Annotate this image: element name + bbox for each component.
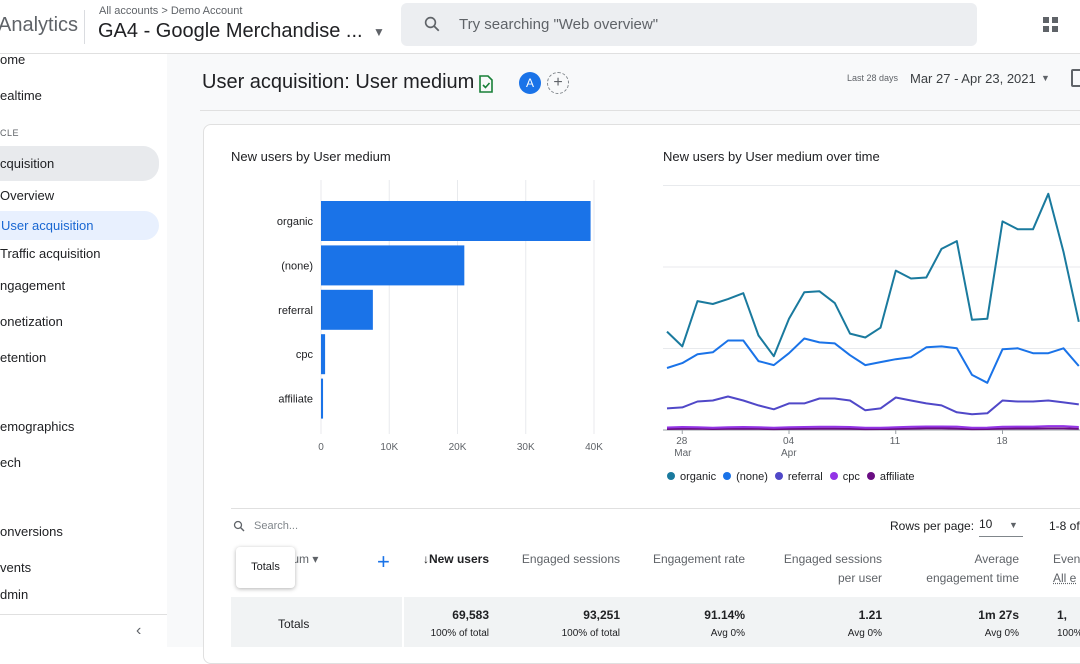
- search-icon: [424, 16, 440, 32]
- total-new-users: 69,583 100% of total: [430, 608, 489, 639]
- caret-down-icon[interactable]: ▼: [373, 25, 385, 39]
- sidebar-item-retention[interactable]: etention: [0, 350, 47, 365]
- line-chart-legend: organic (none) referral cpc affiliate: [667, 471, 922, 483]
- totals-tooltip: Totals: [236, 547, 295, 588]
- legend-item[interactable]: referral: [774, 471, 823, 483]
- search-input[interactable]: Try searching "Web overview": [459, 16, 659, 33]
- legend-item[interactable]: cpc: [829, 471, 860, 483]
- totals-separator: [402, 597, 404, 647]
- sidebar-item-traffic-acquisition[interactable]: Traffic acquisition: [0, 246, 101, 261]
- avatar[interactable]: A: [519, 72, 541, 94]
- legend-item[interactable]: (none): [723, 471, 768, 483]
- sidebar-item-tech[interactable]: ech: [0, 455, 21, 470]
- rows-per-page-caret-icon[interactable]: ▼: [1009, 520, 1018, 530]
- column-header-avg-engagement-time[interactable]: Average engagement time: [926, 552, 1019, 585]
- top-bar: Analytics All accounts > Demo Account GA…: [0, 0, 1080, 54]
- total-engaged-sessions-per-user: 1.21 Avg 0%: [847, 608, 882, 639]
- legend-label: organic: [680, 471, 717, 483]
- property-selector[interactable]: GA4 - Google Merchandise ...: [98, 20, 363, 42]
- legend-label: (none): [736, 471, 768, 483]
- sidebar: ome ealtime CLE cquisition Overview User…: [0, 52, 167, 647]
- sidebar-divider: [0, 614, 167, 615]
- legend-label: affiliate: [879, 471, 915, 483]
- rows-per-page-select[interactable]: 10: [979, 517, 1023, 537]
- customize-report-icon[interactable]: [1071, 69, 1080, 87]
- total-events: 1,100%: [1057, 608, 1080, 639]
- sidebar-section-lifecycle: CLE: [0, 128, 20, 138]
- sidebar-item-realtime[interactable]: ealtime: [0, 88, 42, 103]
- date-caret-down-icon[interactable]: ▼: [1041, 73, 1050, 83]
- breadcrumb[interactable]: All accounts > Demo Account: [99, 5, 243, 17]
- table-top-divider: [231, 508, 1080, 509]
- total-avg-engagement-time: 1m 27s Avg 0%: [978, 608, 1019, 639]
- sidebar-item-demographics[interactable]: emographics: [0, 419, 75, 434]
- sidebar-item-monetization[interactable]: onetization: [0, 314, 63, 329]
- add-dimension-icon[interactable]: +: [377, 549, 390, 574]
- column-header-engaged-sessions[interactable]: Engaged sessions: [521, 552, 620, 566]
- add-comparison-icon[interactable]: +: [547, 72, 569, 94]
- totals-label: Totals: [278, 617, 310, 631]
- legend-label: referral: [787, 471, 823, 483]
- sidebar-item-engagement[interactable]: ngagement: [0, 278, 66, 293]
- sidebar-item-overview[interactable]: Overview: [0, 188, 55, 203]
- search-bar[interactable]: Try searching "Web overview": [401, 3, 977, 46]
- table-search-icon: [233, 520, 245, 532]
- sidebar-item-events[interactable]: vents: [0, 560, 32, 575]
- collapse-chevron-icon[interactable]: ‹: [136, 622, 142, 639]
- legend-dot: [774, 472, 783, 480]
- legend-label: cpc: [842, 471, 860, 483]
- table-search-input[interactable]: Search...: [254, 520, 299, 532]
- total-engaged-sessions: 93,251 100% of total: [561, 608, 620, 639]
- apps-grid-icon[interactable]: [1043, 17, 1059, 33]
- sidebar-item-acquisition[interactable]: cquisition: [0, 146, 159, 181]
- legend-item[interactable]: organic: [667, 471, 716, 483]
- app-brand[interactable]: Analytics: [0, 14, 79, 36]
- column-header-new-users[interactable]: ↓New users: [422, 552, 489, 566]
- pagination-status: 1-8 of: [1049, 519, 1080, 533]
- total-engagement-rate: 91.14% Avg 0%: [704, 608, 745, 639]
- legend-item[interactable]: affiliate: [866, 471, 915, 483]
- sidebar-item-user-acquisition[interactable]: User acquisition: [0, 211, 159, 240]
- header-divider-line: [200, 110, 1080, 111]
- column-header-engagement-rate[interactable]: Engagement rate: [652, 552, 745, 566]
- sidebar-item-admin[interactable]: dmin: [0, 587, 29, 602]
- rows-per-page-label: Rows per page:: [890, 519, 975, 533]
- legend-dot: [667, 472, 675, 480]
- sidebar-item-home[interactable]: ome: [0, 52, 26, 67]
- date-range-label: Last 28 days: [847, 73, 899, 83]
- header-divider: [84, 10, 85, 44]
- line-chart-title: New users by User medium over time: [663, 149, 880, 164]
- page-title: User acquisition: User medium: [202, 71, 475, 93]
- totals-row: [231, 597, 1080, 647]
- legend-dot: [829, 472, 838, 480]
- bar-chart-title: New users by User medium: [231, 149, 391, 164]
- legend-dot: [723, 472, 732, 480]
- sidebar-item-conversions[interactable]: onversions: [0, 524, 63, 539]
- column-header-events[interactable]: Even All e: [1053, 552, 1080, 585]
- column-header-engaged-sessions-per-user[interactable]: Engaged sessions per user: [783, 552, 882, 585]
- date-range-picker[interactable]: Mar 27 - Apr 23, 2021: [910, 71, 1036, 86]
- verified-report-icon: [479, 75, 493, 93]
- legend-dot: [866, 472, 875, 480]
